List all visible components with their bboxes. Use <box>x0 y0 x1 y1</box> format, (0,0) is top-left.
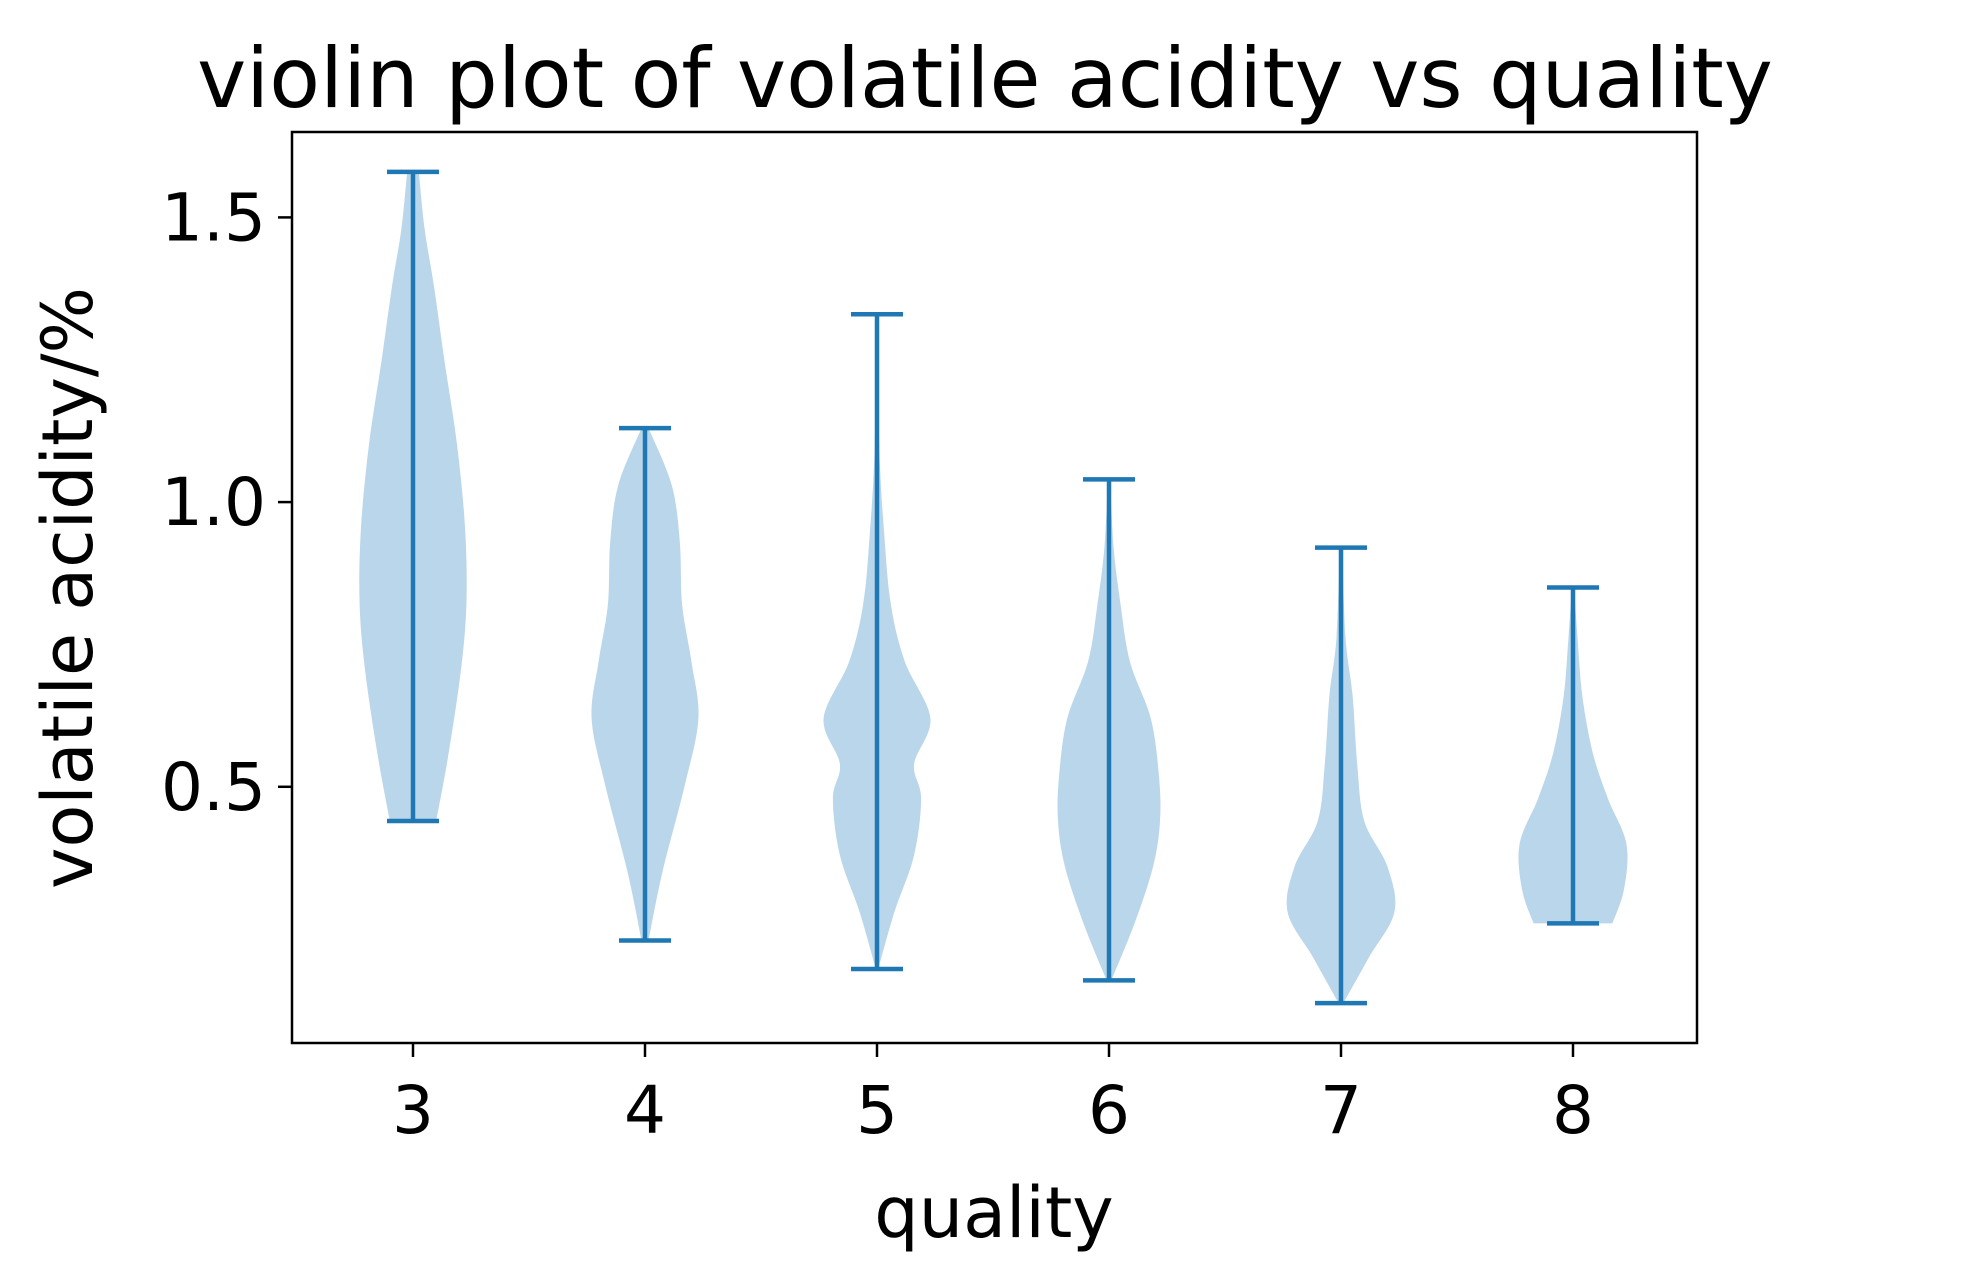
y-tick-label-0.5: 0.5 <box>161 749 266 826</box>
x-tick-label-5: 5 <box>856 1072 898 1149</box>
y-tick-label-1.0: 1.0 <box>161 464 266 541</box>
plot-frame <box>290 130 1699 1045</box>
y-tick-label-1.5: 1.5 <box>161 179 266 256</box>
x-tick-label-8: 8 <box>1552 1072 1594 1149</box>
x-tick-label-6: 6 <box>1088 1072 1130 1149</box>
y-axis-label: volatile acidity/% <box>27 287 109 889</box>
violin-layer <box>359 169 1628 1006</box>
chart-title: violin plot of volatile acidity vs quali… <box>197 30 1773 127</box>
x-tick-label-4: 4 <box>624 1072 666 1149</box>
y-axis-ticks: 0.5 1.0 1.5 <box>161 179 292 826</box>
x-tick-label-7: 7 <box>1320 1072 1362 1149</box>
x-axis-ticks: 3 4 5 6 7 8 <box>392 1043 1594 1149</box>
x-tick-label-3: 3 <box>392 1072 434 1149</box>
x-axis-label: quality <box>874 1172 1113 1254</box>
